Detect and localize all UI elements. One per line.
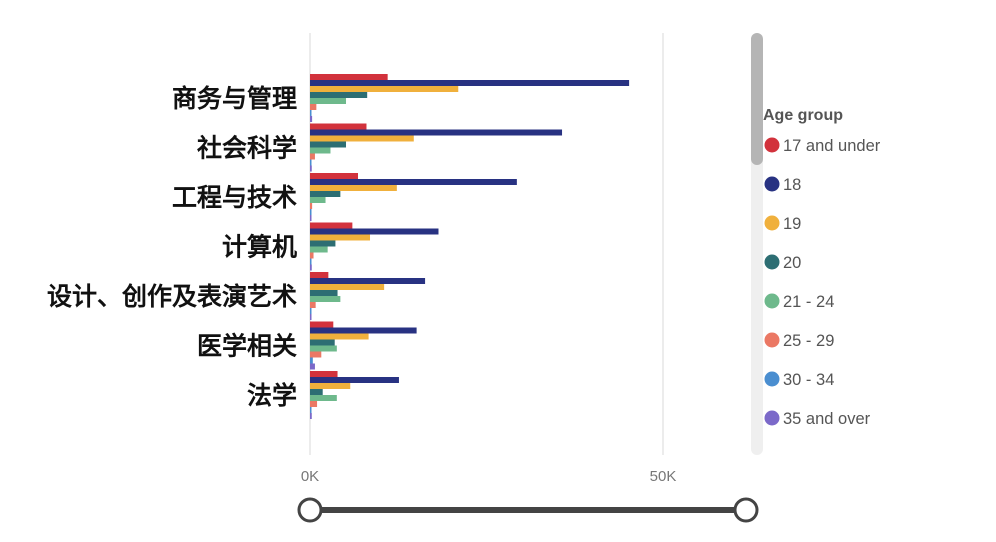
bar[interactable] (310, 123, 367, 130)
bar[interactable] (310, 215, 312, 221)
slider-handle-end[interactable] (733, 497, 759, 523)
legend-item-label[interactable]: 18 (783, 176, 801, 194)
legend-item-label[interactable]: 30 - 34 (783, 371, 834, 389)
bar[interactable] (310, 98, 347, 104)
legend-marker (764, 137, 780, 153)
x-tick-label: 0K (301, 468, 319, 485)
legend-marker (764, 215, 780, 231)
bar[interactable] (310, 272, 329, 278)
bar[interactable] (310, 209, 312, 215)
bar[interactable] (310, 278, 426, 284)
bar[interactable] (310, 407, 312, 413)
category-label: 商务与管理 (172, 84, 297, 113)
legend-title: Age group (763, 107, 843, 124)
category-label: 工程与技术 (172, 183, 297, 212)
category-label: 社会科学 (197, 134, 297, 163)
legend-marker (764, 371, 780, 387)
bar[interactable] (310, 252, 314, 259)
bar[interactable] (310, 110, 312, 116)
bar[interactable] (310, 197, 326, 203)
bar[interactable] (310, 395, 337, 401)
legend-item-label[interactable]: 21 - 24 (783, 293, 834, 311)
bar[interactable] (310, 296, 341, 302)
category-label: 计算机 (222, 233, 297, 262)
legend-marker (764, 332, 780, 348)
bar[interactable] (310, 345, 337, 352)
bar[interactable] (310, 141, 347, 148)
bar[interactable] (310, 339, 335, 346)
bar[interactable] (310, 185, 397, 191)
bar[interactable] (310, 240, 336, 247)
bar[interactable] (310, 228, 439, 235)
x-tick-label: 50K (650, 468, 677, 485)
bar[interactable] (310, 321, 334, 328)
bar[interactable] (310, 179, 517, 185)
bar[interactable] (310, 314, 312, 320)
bars (310, 74, 630, 419)
bar[interactable] (310, 401, 318, 407)
bar[interactable] (310, 165, 312, 172)
bar[interactable] (310, 129, 563, 136)
bar[interactable] (310, 104, 317, 110)
bar[interactable] (310, 290, 338, 296)
bar[interactable] (310, 371, 338, 377)
bar[interactable] (310, 302, 316, 308)
legend-marker (764, 254, 780, 270)
bar[interactable] (310, 234, 371, 241)
bar[interactable] (310, 203, 313, 209)
bar[interactable] (310, 153, 315, 160)
bar[interactable] (310, 383, 351, 389)
bar[interactable] (310, 351, 322, 358)
bar[interactable] (310, 377, 399, 383)
bar[interactable] (310, 246, 328, 253)
category-label: 法学 (247, 381, 297, 410)
bar[interactable] (310, 135, 414, 142)
bar[interactable] (310, 264, 312, 271)
bar[interactable] (310, 357, 313, 364)
category-label: 医学相关 (197, 332, 297, 361)
bar[interactable] (310, 147, 331, 154)
bar[interactable] (310, 116, 313, 122)
range-slider[interactable] (297, 497, 759, 523)
legend-item-label[interactable]: 35 and over (783, 410, 871, 428)
legend-marker (764, 176, 780, 192)
bar[interactable] (310, 222, 353, 229)
bar[interactable] (310, 92, 368, 98)
legend-marker (764, 410, 780, 426)
bar[interactable] (310, 80, 630, 86)
legend-item-label[interactable]: 20 (783, 254, 801, 272)
bar[interactable] (310, 74, 388, 80)
legend-item-label[interactable]: 17 and under (783, 137, 881, 155)
bar[interactable] (310, 258, 312, 265)
bar[interactable] (310, 389, 323, 395)
bar[interactable] (310, 333, 369, 340)
bar[interactable] (310, 363, 315, 370)
legend-item-label[interactable]: 25 - 29 (783, 332, 834, 350)
legend-marker (764, 293, 780, 309)
legend-item-label[interactable]: 19 (783, 215, 801, 233)
slider-handle-start[interactable] (297, 497, 323, 523)
legend: Age group 17 and under 18 19 20 21 - 24 25 - … (763, 107, 881, 428)
bar[interactable] (310, 191, 341, 197)
bar[interactable] (310, 86, 459, 92)
bar[interactable] (310, 413, 312, 419)
bar[interactable] (310, 308, 312, 314)
category-label: 设计、创作及表演艺术 (47, 282, 297, 311)
x-axis-ticks: 0K 50K (301, 468, 677, 485)
bar[interactable] (310, 327, 417, 334)
legend-scroll-thumb[interactable] (751, 33, 763, 165)
legend-scrollbar[interactable] (751, 33, 763, 455)
bar[interactable] (310, 173, 359, 179)
bar[interactable] (310, 159, 312, 166)
bar[interactable] (310, 284, 385, 290)
